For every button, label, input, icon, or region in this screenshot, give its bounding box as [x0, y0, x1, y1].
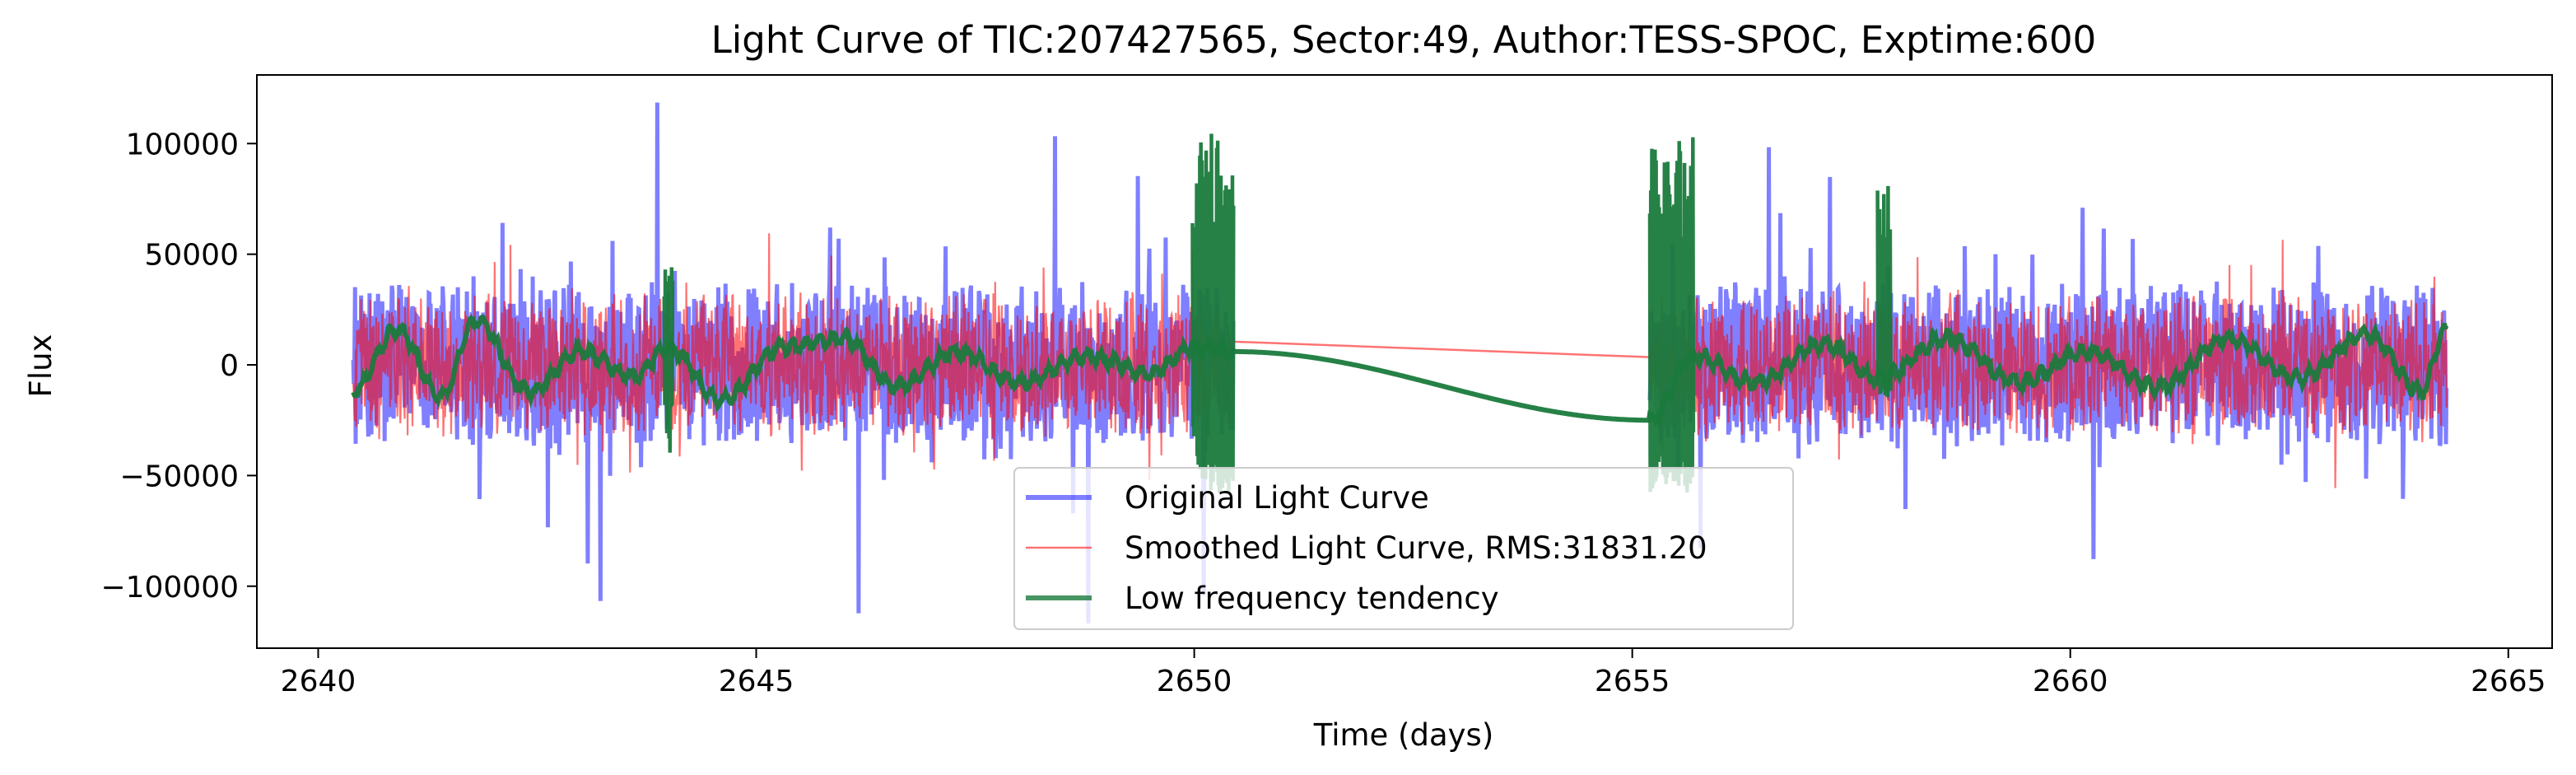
- y-tick-label: 0: [220, 349, 239, 383]
- x-axis-label: Time (days): [1313, 717, 1494, 753]
- plot-area: [351, 102, 2449, 624]
- chart-title: Light Curve of TIC:207427565, Sector:49,…: [711, 18, 2097, 62]
- x-tick-label: 2665: [2471, 665, 2546, 698]
- legend-label-1: Smoothed Light Curve, RMS:31831.20: [1125, 530, 1707, 566]
- x-tick-label: 2640: [281, 665, 356, 698]
- series-2-burst-1: [1647, 137, 1696, 493]
- y-tick-label: −50000: [119, 460, 239, 493]
- legend-label-2: Low frequency tendency: [1125, 581, 1499, 616]
- series-2-trend: [351, 314, 2449, 430]
- y-axis-label: Flux: [23, 334, 58, 398]
- x-tick-label: 2655: [1595, 665, 1670, 698]
- plot-frame: [256, 74, 2553, 649]
- legend-label-0: Original Light Curve: [1125, 480, 1429, 516]
- series-1-segment-1: [1648, 240, 2448, 488]
- series-0-segment-1: [1647, 147, 2449, 559]
- series-2-burst-0: [1190, 133, 1236, 493]
- legend: Original Light Curve Smoothed Light Curve…: [1013, 467, 1794, 630]
- x-axis: 2640 2645 2650 2655 2660 2665: [281, 648, 2546, 698]
- y-tick-label: 100000: [126, 128, 239, 161]
- series-1-gap-bridge: [1233, 340, 1650, 358]
- series-2-burst-3: [662, 267, 675, 453]
- y-tick-label: −100000: [100, 571, 239, 605]
- series-1: [352, 233, 2448, 488]
- y-axis: −100000 −50000 0 50000 100000: [100, 128, 257, 605]
- series-2-burst-2: [1875, 185, 1893, 398]
- legend-box: [1013, 467, 1794, 630]
- y-tick-label: 50000: [144, 239, 239, 273]
- x-tick-label: 2645: [719, 665, 794, 698]
- x-tick-label: 2660: [2033, 665, 2108, 698]
- series-1-segment-0: [352, 233, 1235, 480]
- x-tick-label: 2650: [1157, 665, 1232, 698]
